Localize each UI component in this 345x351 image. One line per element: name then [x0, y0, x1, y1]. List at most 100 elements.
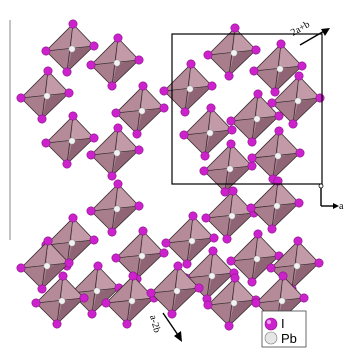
iodine-atom [128, 271, 138, 281]
octahedron [146, 261, 204, 319]
iodine-atom [79, 293, 89, 303]
lead-atom [113, 59, 121, 67]
iodine-atom [68, 213, 78, 223]
iodine-atom [274, 111, 284, 121]
iodine-atom [173, 261, 183, 271]
octahedron [246, 176, 304, 234]
lead-atom [188, 237, 196, 245]
iodine-atom [273, 176, 283, 186]
iodine-atom [113, 123, 123, 133]
iodine-atom [107, 227, 117, 237]
octahedron [249, 39, 307, 97]
iodine-atom [62, 67, 72, 77]
axis-a-2b-label: a-2b [147, 314, 162, 334]
octahedron [86, 123, 144, 181]
iodine-atom [230, 273, 240, 283]
lead-legend-atom [264, 331, 278, 345]
iodine-atom [230, 23, 240, 33]
iodine-atom [203, 50, 213, 60]
iodine-atom [41, 138, 51, 148]
iodine-atom [101, 298, 111, 308]
octahedron [86, 33, 144, 91]
octahedron [203, 23, 261, 81]
lead-atom [206, 129, 214, 137]
lead-atom [138, 107, 146, 115]
iodine-atom [247, 153, 257, 163]
octahedron [111, 81, 169, 139]
iodine-atom [167, 309, 177, 319]
octahedron [161, 211, 219, 269]
lead-atom [113, 149, 121, 157]
axis-a-2b-arrow [162, 312, 182, 342]
octahedron [267, 71, 325, 129]
lead-atom [138, 252, 146, 260]
iodine-atom [314, 258, 324, 268]
legend: I Pb [261, 310, 307, 348]
octahedron [111, 226, 169, 284]
octahedron [226, 229, 284, 287]
iodine-atom [276, 39, 286, 49]
iodine-atom [41, 46, 51, 56]
lead-atom [293, 262, 301, 270]
iodine-atom [86, 206, 96, 216]
iodine-atom [113, 33, 123, 43]
iodine-atom [293, 236, 303, 246]
octahedron [201, 186, 259, 244]
iodine-atom [207, 81, 217, 91]
iodine-atom [267, 224, 277, 234]
iodine-atom [278, 271, 288, 281]
iodine-atom [253, 89, 263, 99]
iodine-atom [89, 41, 99, 51]
octahedron [247, 126, 305, 184]
iodine-atom [224, 321, 234, 331]
iodine-atom [16, 263, 26, 273]
coordinate-axes-glyph [318, 183, 339, 209]
iodine-atom [188, 211, 198, 221]
iodine-atom [208, 246, 218, 256]
iodine-atom [226, 256, 236, 266]
octahedron [159, 59, 217, 117]
iodine-atom [288, 119, 298, 129]
iodine-atom [295, 148, 305, 158]
iodine-atom [251, 298, 261, 308]
iodine-atom [86, 150, 96, 160]
lead-atom [273, 202, 281, 210]
lead-atom [274, 152, 282, 160]
iodine-atom [132, 129, 142, 139]
iodine-atom [89, 133, 99, 143]
iodine-atom [138, 81, 148, 91]
lead-atom [128, 297, 136, 305]
lead-atom [113, 205, 121, 213]
octahedron [86, 179, 144, 237]
lead-atom [230, 49, 238, 57]
iodine-atom [64, 88, 74, 98]
iodine-atom [134, 55, 144, 65]
iodine-atom [201, 213, 211, 223]
iodine-atom [266, 263, 276, 273]
iodine-atom [294, 198, 304, 208]
iodine-legend-atom [264, 317, 278, 331]
iodine-atom [315, 93, 325, 103]
iodine-atom [37, 114, 47, 124]
iodine-legend-label: I [281, 316, 285, 331]
iodine-atom [68, 19, 78, 29]
lead-atom [253, 115, 261, 123]
lead-atom [43, 262, 51, 270]
octahedron [31, 271, 89, 329]
iodine-atom [107, 81, 117, 91]
iodine-atom [222, 234, 232, 244]
lead-legend-label: Pb [281, 331, 297, 346]
iodine-atom [43, 236, 53, 246]
lead-atom [43, 92, 51, 100]
iodine-atom [31, 298, 41, 308]
octahedron [16, 66, 74, 124]
iodine-atom [253, 229, 263, 239]
iodine-atom [113, 179, 123, 189]
lead-atom [58, 297, 66, 305]
lead-atom [68, 137, 76, 145]
iodine-atom [122, 319, 132, 329]
octahedron [226, 89, 284, 147]
lead-atom [226, 165, 234, 173]
iodine-atom [159, 103, 169, 113]
iodine-atom [87, 309, 97, 319]
